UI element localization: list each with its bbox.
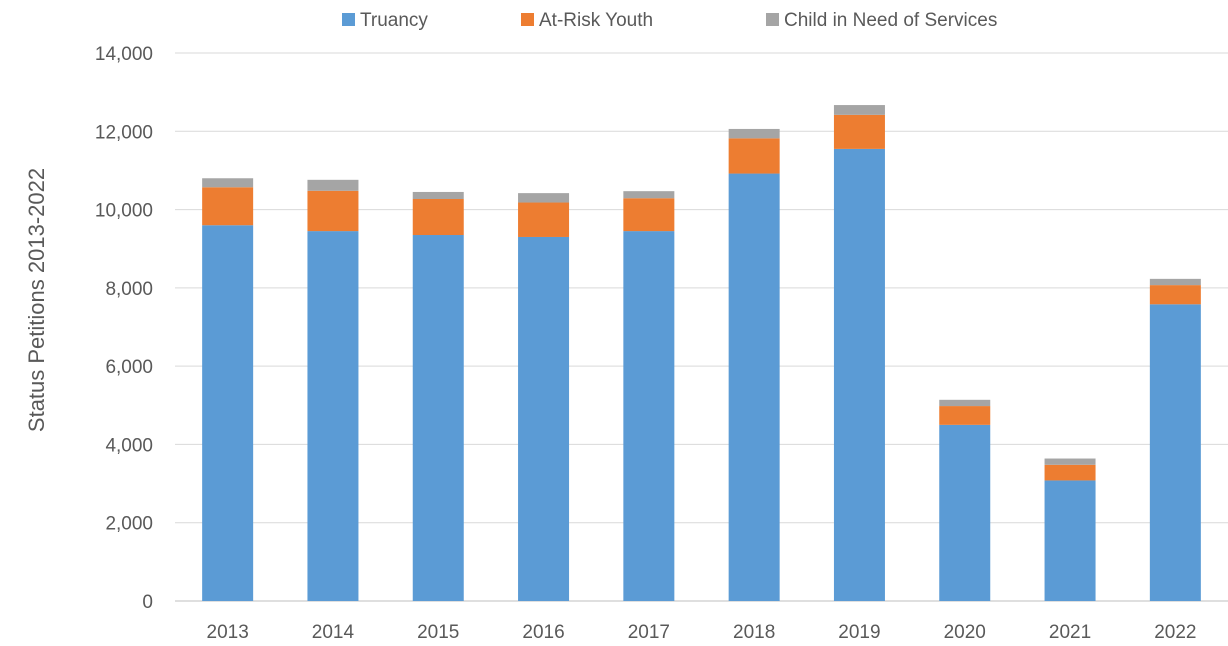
bar-child-in-need-of-services-2020 xyxy=(939,399,991,407)
y-tick-label: 14,000 xyxy=(95,44,153,65)
bar-at-risk-youth-2022 xyxy=(1149,285,1201,305)
bar-truancy-2013 xyxy=(202,225,254,601)
legend-swatch xyxy=(766,13,779,26)
x-tick-label: 2014 xyxy=(312,622,355,643)
bar-truancy-2019 xyxy=(833,148,885,601)
bar-child-in-need-of-services-2015 xyxy=(412,191,464,200)
bar-at-risk-youth-2018 xyxy=(728,138,780,174)
y-axis-title: Status Petitions 2013-2022 xyxy=(24,168,49,432)
legend-label: Child in Need of Services xyxy=(784,10,997,31)
x-axis-ticks: 2013 2014 2015 2016 2017 2018 2019 2020 2021 2022 xyxy=(207,622,1197,643)
x-tick-label: 2022 xyxy=(1154,622,1196,643)
legend-swatch xyxy=(521,13,534,26)
bar-at-risk-youth-2015 xyxy=(412,199,464,236)
y-tick-label: 6,000 xyxy=(105,357,153,378)
bar-truancy-2016 xyxy=(518,236,570,601)
bar-truancy-2017 xyxy=(623,231,675,601)
y-axis-ticks: 0 2,000 4,000 6,000 8,000 10,000 12,000 14,000 xyxy=(95,44,153,613)
bar-truancy-2015 xyxy=(412,235,464,601)
y-tick-label: 10,000 xyxy=(95,201,153,222)
x-tick-label: 2016 xyxy=(522,622,564,643)
x-tick-label: 2019 xyxy=(838,622,880,643)
bar-at-risk-youth-2016 xyxy=(518,202,570,237)
y-tick-label: 0 xyxy=(142,592,153,613)
x-tick-label: 2021 xyxy=(1049,622,1091,643)
y-tick-label: 2,000 xyxy=(105,514,153,535)
x-tick-label: 2013 xyxy=(207,622,249,643)
x-tick-label: 2018 xyxy=(733,622,775,643)
bar-truancy-2021 xyxy=(1044,480,1096,601)
bar-child-in-need-of-services-2019 xyxy=(833,105,885,115)
x-tick-label: 2015 xyxy=(417,622,459,643)
bars xyxy=(202,105,1201,601)
bar-child-in-need-of-services-2022 xyxy=(1149,278,1201,286)
y-tick-label: 4,000 xyxy=(105,435,153,456)
bar-child-in-need-of-services-2017 xyxy=(623,191,675,199)
bar-at-risk-youth-2019 xyxy=(833,114,885,149)
bar-at-risk-youth-2013 xyxy=(202,187,254,226)
x-tick-label: 2020 xyxy=(944,622,986,643)
bar-truancy-2014 xyxy=(307,231,359,601)
bar-child-in-need-of-services-2018 xyxy=(728,128,780,139)
bar-truancy-2022 xyxy=(1149,304,1201,601)
bar-child-in-need-of-services-2014 xyxy=(307,179,359,191)
bar-at-risk-youth-2014 xyxy=(307,190,359,232)
bar-child-in-need-of-services-2016 xyxy=(518,193,570,203)
y-tick-label: 12,000 xyxy=(95,122,153,143)
bar-child-in-need-of-services-2013 xyxy=(202,178,254,188)
legend-label: Truancy xyxy=(360,10,428,31)
legend-label: At-Risk Youth xyxy=(539,10,653,31)
bar-at-risk-youth-2017 xyxy=(623,198,675,232)
bar-at-risk-youth-2020 xyxy=(939,406,991,425)
legend: Truancy At-Risk Youth Child in Need of Ser… xyxy=(342,10,997,31)
bar-truancy-2020 xyxy=(939,424,991,601)
bar-truancy-2018 xyxy=(728,173,780,601)
legend-swatch xyxy=(342,13,355,26)
y-tick-label: 8,000 xyxy=(105,279,153,300)
bar-child-in-need-of-services-2021 xyxy=(1044,458,1096,465)
x-tick-label: 2017 xyxy=(628,622,670,643)
bar-at-risk-youth-2021 xyxy=(1044,464,1096,481)
